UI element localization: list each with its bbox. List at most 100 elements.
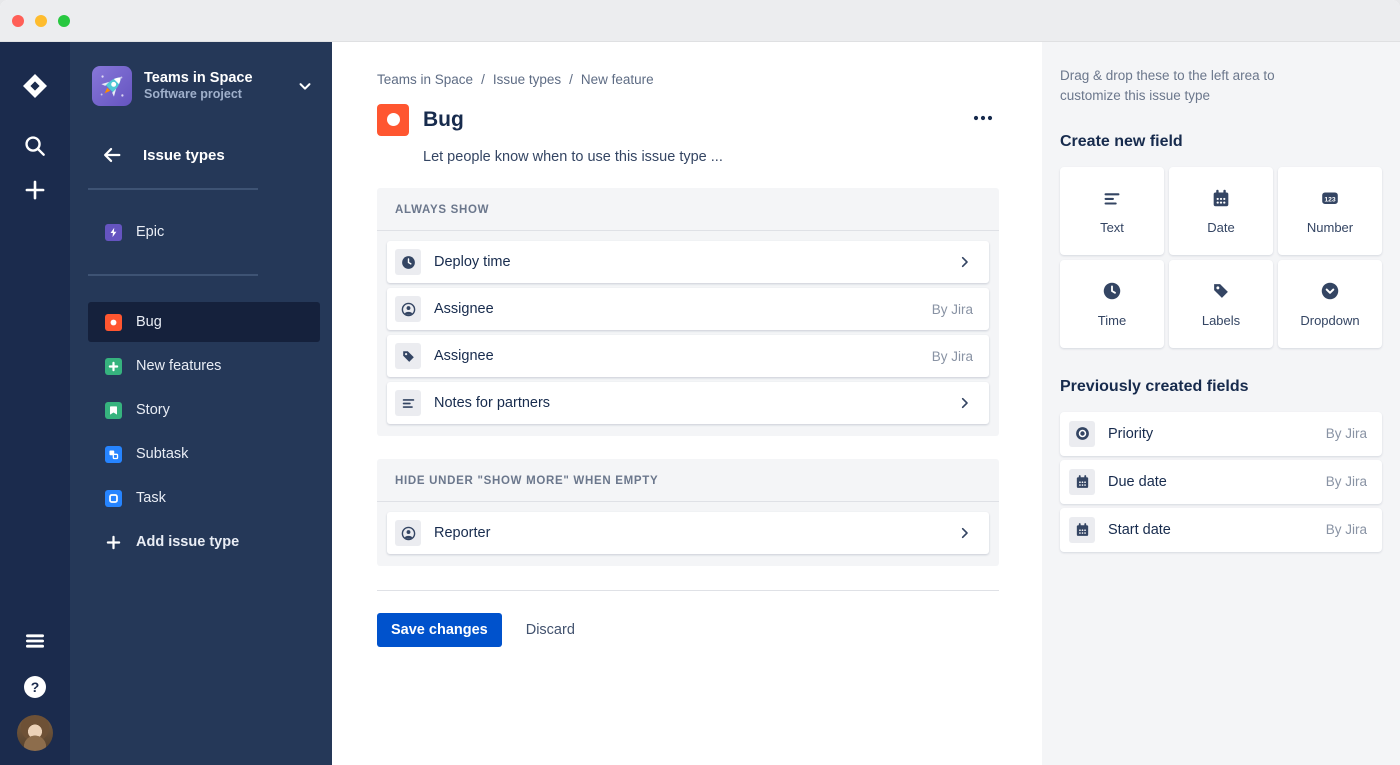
sidebar-item-story[interactable]: Story: [88, 390, 320, 430]
previous-field-priority[interactable]: Priority By Jira: [1060, 411, 1382, 456]
discard-button[interactable]: Discard: [525, 622, 575, 638]
back-to-issue-types-button[interactable]: Issue types: [101, 144, 225, 166]
sidebar-divider: [88, 188, 258, 190]
bug-icon: [105, 313, 122, 331]
menu-button[interactable]: [17, 623, 53, 659]
tag-icon: [1214, 283, 1228, 298]
breadcrumb: Teams in Space / Issue types / New featu…: [377, 72, 999, 87]
sidebar-item-subtask[interactable]: Subtask: [88, 434, 320, 474]
minimize-window-button[interactable]: [35, 14, 47, 27]
add-issue-type-button[interactable]: Add issue type: [88, 522, 320, 562]
sidebar-item-bug[interactable]: Bug: [88, 302, 320, 342]
task-icon: [105, 489, 122, 507]
epic-icon: [105, 223, 122, 241]
field-type-dropdown[interactable]: Dropdown: [1278, 259, 1382, 348]
close-window-button[interactable]: [12, 14, 24, 27]
save-changes-button[interactable]: Save changes: [377, 613, 502, 647]
field-type-date[interactable]: Date: [1169, 166, 1273, 255]
field-type-label: Dropdown: [1300, 312, 1360, 328]
text-lines-icon: [395, 390, 421, 416]
project-switcher[interactable]: Teams in Space Software project: [88, 66, 314, 106]
field-label: Deploy time: [434, 254, 511, 270]
field-row-notes-for-partners[interactable]: Notes for partners: [387, 382, 989, 424]
previous-field-due-date[interactable]: Due date By Jira: [1060, 459, 1382, 504]
sidebar-item-label: New features: [136, 358, 222, 374]
field-provider: By Jira: [931, 348, 973, 364]
project-avatar: [92, 66, 132, 106]
field-type-labels[interactable]: Labels: [1169, 259, 1273, 348]
zoom-window-button[interactable]: [58, 14, 70, 27]
chevron-right-icon: [961, 256, 968, 268]
field-label: Due date: [1108, 473, 1167, 490]
number-icon: 123: [1322, 192, 1338, 204]
person-icon: [395, 520, 421, 546]
field-provider: By Jira: [1325, 522, 1367, 537]
field-row-assignee-label[interactable]: Assignee By Jira: [387, 335, 989, 377]
field-type-label: Number: [1306, 219, 1354, 235]
sidebar-item-task[interactable]: Task: [88, 478, 320, 518]
project-type: Software project: [144, 87, 242, 102]
back-label: Issue types: [143, 146, 225, 164]
field-type-time[interactable]: Time: [1060, 259, 1164, 348]
new-field-grid: Text Date 123: [1060, 166, 1382, 348]
sidebar-item-label: Story: [136, 402, 170, 418]
field-type-label: Date: [1207, 219, 1235, 235]
sidebar-item-label: Epic: [136, 224, 165, 240]
field-label: Reporter: [434, 525, 491, 541]
field-type-number[interactable]: 123 Number: [1278, 166, 1382, 255]
search-icon: [25, 136, 45, 156]
field-provider: By Jira: [931, 301, 973, 317]
field-type-label: Time: [1097, 312, 1127, 328]
add-issue-type-label: Add issue type: [136, 534, 240, 550]
dropdown-icon: [1321, 282, 1339, 299]
create-button[interactable]: [17, 172, 53, 208]
ellipsis-icon: [973, 115, 993, 121]
drag-drop-hint: Drag & drop these to the left area to cu…: [1060, 68, 1275, 104]
previous-field-start-date[interactable]: Start date By Jira: [1060, 507, 1382, 552]
previously-created-heading: Previously created fields: [1060, 377, 1249, 395]
sidebar-item-label: Bug: [136, 314, 162, 330]
clock-icon: [395, 249, 421, 275]
breadcrumb-project[interactable]: Teams in Space: [377, 72, 474, 87]
page-title: Bug: [423, 107, 464, 131]
project-sidebar: Teams in Space Software project Issue ty…: [70, 42, 332, 765]
issue-type-editor: Teams in Space / Issue types / New featu…: [332, 42, 1042, 765]
text-lines-icon: [1104, 192, 1120, 205]
chevron-right-icon: [961, 397, 968, 409]
svg-text:?: ?: [31, 679, 40, 695]
previous-fields-list: Priority By Jira Due date By: [1060, 411, 1382, 552]
chevron-right-icon: [961, 527, 968, 539]
user-avatar[interactable]: [17, 715, 53, 751]
sidebar-item-epic[interactable]: Epic: [88, 212, 320, 252]
plus-icon: [25, 180, 45, 200]
field-row-deploy-time[interactable]: Deploy time: [387, 241, 989, 283]
field-palette-panel: Drag & drop these to the left area to cu…: [1042, 42, 1400, 765]
window-titlebar: [0, 0, 1400, 42]
create-new-field-heading: Create new field: [1060, 132, 1183, 150]
section-header: ALWAYS SHOW: [377, 188, 999, 231]
clock-icon: [1103, 282, 1121, 299]
calendar-icon: [1069, 468, 1095, 495]
breadcrumb-issue-types[interactable]: Issue types: [492, 72, 562, 87]
field-provider: By Jira: [1325, 426, 1367, 441]
breadcrumb-current[interactable]: New feature: [580, 72, 654, 87]
chevron-down-icon: [299, 83, 311, 90]
field-label: Priority: [1108, 425, 1154, 442]
breadcrumb-separator: /: [481, 72, 485, 87]
field-label: Start date: [1108, 521, 1171, 538]
sidebar-item-label: Task: [136, 490, 166, 506]
sidebar-item-label: Subtask: [136, 446, 189, 462]
always-show-section: ALWAYS SHOW Deploy time Assignee: [377, 188, 999, 436]
issue-type-description[interactable]: Let people know when to use this issue t…: [423, 149, 723, 165]
search-button[interactable]: [17, 128, 53, 164]
jira-logo[interactable]: [17, 68, 53, 104]
sidebar-item-new-features[interactable]: New features: [88, 346, 320, 386]
subtask-icon: [105, 445, 122, 463]
hamburger-icon: [26, 634, 44, 648]
help-button[interactable]: ?: [17, 669, 53, 705]
field-row-assignee[interactable]: Assignee By Jira: [387, 288, 989, 330]
more-menu-button[interactable]: [967, 102, 999, 137]
calendar-icon: [1069, 516, 1095, 543]
field-row-reporter[interactable]: Reporter: [387, 512, 989, 554]
field-type-text[interactable]: Text: [1060, 166, 1164, 255]
